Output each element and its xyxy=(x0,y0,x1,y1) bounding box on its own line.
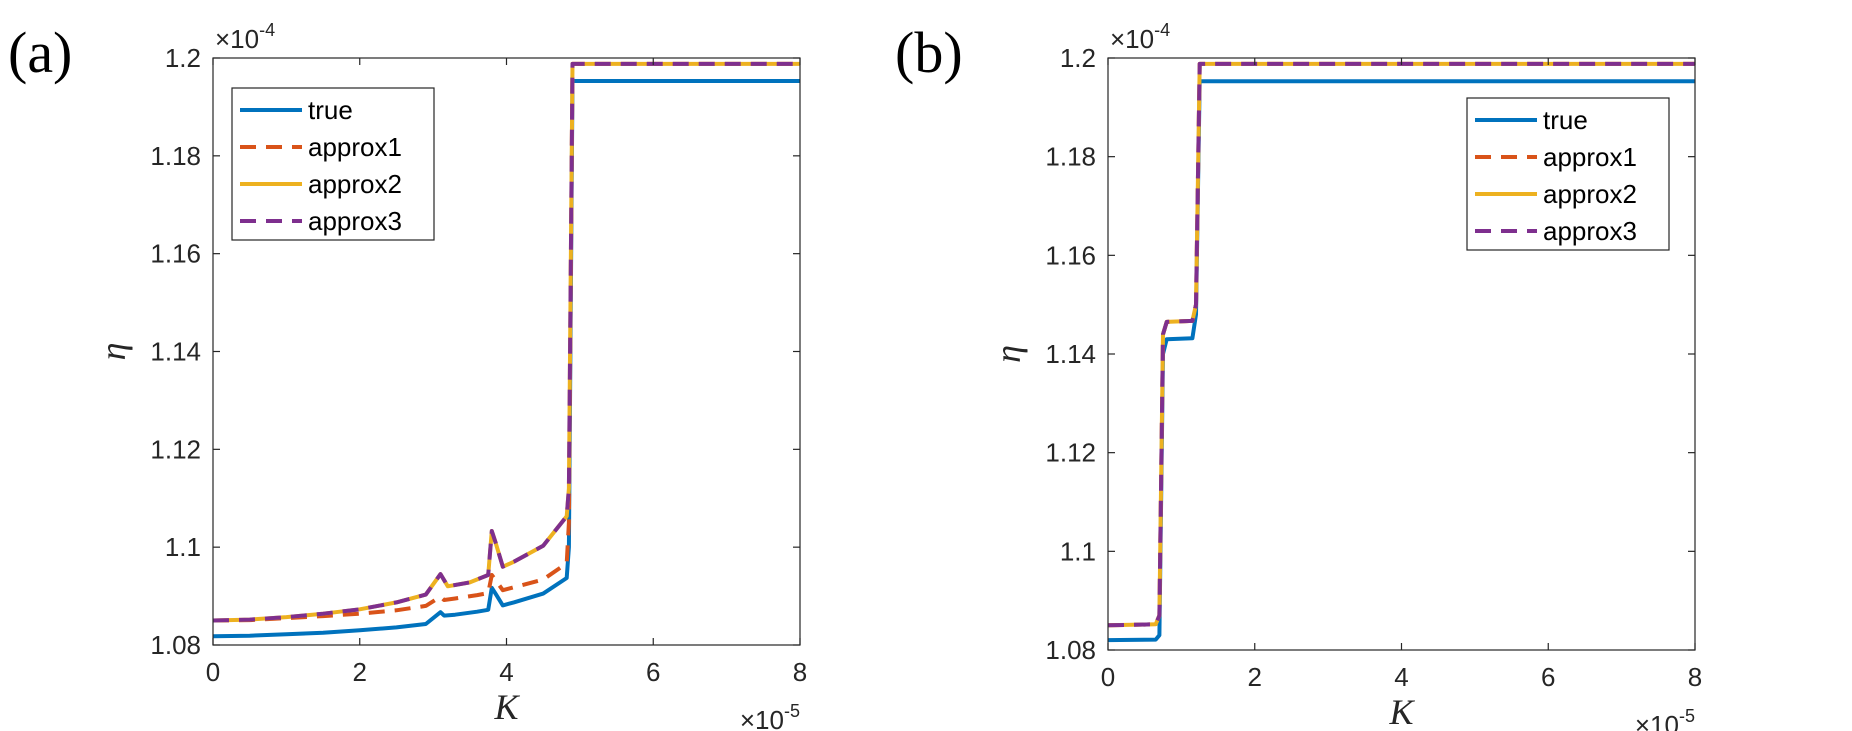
panel-label: (b) xyxy=(895,20,963,85)
y-tick-label: 1.1 xyxy=(165,532,201,562)
legend-label-approx1: approx1 xyxy=(308,132,402,162)
x-exponent-power: -5 xyxy=(1679,706,1695,726)
x-tick-label: 0 xyxy=(206,657,220,687)
y-tick-label: 1.18 xyxy=(150,141,201,171)
y-exponent-power: -4 xyxy=(1154,20,1170,40)
x-axis-exponent: ×10-5 xyxy=(1635,706,1695,731)
legend-box xyxy=(1466,97,1670,251)
x-tick-label: 2 xyxy=(1248,662,1262,692)
y-axis-exponent: ×10-4 xyxy=(1110,20,1170,54)
y-tick-label: 1.16 xyxy=(1045,240,1096,270)
y-tick-label: 1.08 xyxy=(1045,635,1096,665)
legend-label-approx1: approx1 xyxy=(1543,142,1637,172)
legend-label-approx2: approx2 xyxy=(308,169,402,199)
chart-panel-a: (a)0 2 4 6 81.081.11.121.141.161.181.2×10-4×… xyxy=(8,20,807,731)
legend-label-true: true xyxy=(1543,105,1588,135)
y-tick-label: 1.2 xyxy=(1060,43,1096,73)
y-tick-label: 1.16 xyxy=(150,239,201,269)
y-tick-label: 1.14 xyxy=(1045,339,1096,369)
y-axis-label: η xyxy=(988,345,1028,363)
x-tick-label: 2 xyxy=(353,657,367,687)
x-exponent-base: ×10 xyxy=(740,705,784,731)
y-tick-label: 1.18 xyxy=(1045,142,1096,172)
x-exponent-power: -5 xyxy=(784,701,800,721)
series-line-approx3 xyxy=(213,61,800,623)
y-exponent-base: ×10 xyxy=(215,24,259,54)
y-tick-label: 1.08 xyxy=(150,630,201,660)
legend-label-true: true xyxy=(308,95,353,125)
y-tick-label: 1.1 xyxy=(1060,536,1096,566)
x-tick-label: 0 xyxy=(1101,662,1115,692)
x-tick-label: 6 xyxy=(646,657,660,687)
y-tick-label: 1.14 xyxy=(150,337,201,367)
x-tick-label: 8 xyxy=(1688,662,1702,692)
x-tick-label: 4 xyxy=(1394,662,1408,692)
x-axis-label: K xyxy=(1388,692,1415,731)
series-line-approx3 xyxy=(1108,61,1695,628)
legend-label-approx3: approx3 xyxy=(308,206,402,236)
series-group xyxy=(213,61,800,639)
y-exponent-power: -4 xyxy=(259,20,275,40)
x-tick-label: 8 xyxy=(793,657,807,687)
series-line-true xyxy=(213,79,800,639)
legend-label-approx2: approx2 xyxy=(1543,179,1637,209)
x-axis-label: K xyxy=(493,687,520,727)
legend-box xyxy=(231,87,435,241)
x-tick-label: 6 xyxy=(1541,662,1555,692)
series-line-approx1 xyxy=(213,61,800,623)
legend: true approx1 approx2 approx3 xyxy=(231,87,435,241)
y-axis-exponent: ×10-4 xyxy=(215,20,275,54)
x-axis-exponent: ×10-5 xyxy=(740,701,800,731)
y-tick-label: 1.12 xyxy=(1045,438,1096,468)
y-axis-label: η xyxy=(93,343,133,361)
y-exponent-base: ×10 xyxy=(1110,24,1154,54)
y-tick-label: 1.2 xyxy=(165,43,201,73)
chart-panel-b: (b)0 2 4 6 81.081.11.121.141.161.181.2×10-4×… xyxy=(895,20,1702,731)
y-tick-label: 1.12 xyxy=(150,434,201,464)
legend: true approx1 approx2 approx3 xyxy=(1466,97,1670,251)
panel-label: (a) xyxy=(8,20,72,85)
x-exponent-base: ×10 xyxy=(1635,710,1679,731)
series-group xyxy=(1108,61,1695,643)
legend-label-approx3: approx3 xyxy=(1543,216,1637,246)
x-tick-label: 4 xyxy=(499,657,513,687)
